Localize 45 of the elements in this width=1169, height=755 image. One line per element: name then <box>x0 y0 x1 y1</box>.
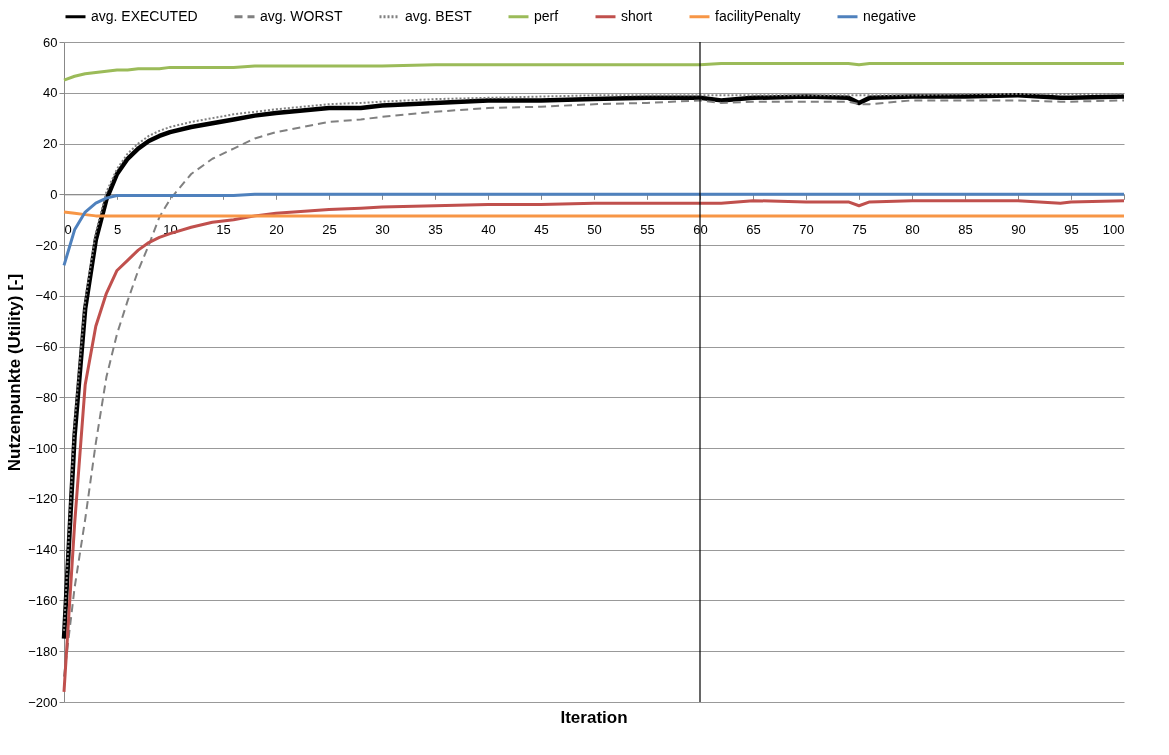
x-tick-label: 30 <box>375 221 390 237</box>
x-tick-label: 70 <box>799 221 814 237</box>
x-tick-label: 100 <box>1102 221 1125 237</box>
x-axis-title: Iteration <box>560 708 628 727</box>
y-tick-label: −200 <box>28 694 58 710</box>
line-series <box>62 62 1126 82</box>
y-tick-label: 60 <box>43 34 58 50</box>
y-tick-label: 40 <box>43 85 58 101</box>
x-tick-label: 85 <box>958 221 973 237</box>
x-tick-label: 45 <box>534 221 549 237</box>
legend-label: perf <box>534 7 559 24</box>
y-tick-label: 0 <box>50 186 58 202</box>
x-tick-label: 15 <box>216 221 231 237</box>
y-tick-label: −180 <box>28 643 58 659</box>
x-tick-label: 35 <box>428 221 443 237</box>
y-tick-label: −100 <box>28 440 58 456</box>
legend-label: facilityPenalty <box>715 7 801 24</box>
legend-label: avg. BEST <box>405 7 473 24</box>
y-tick-label: −40 <box>35 288 58 304</box>
x-tick-label: 20 <box>269 221 284 237</box>
x-tick-label: 90 <box>1011 221 1026 237</box>
legend-label: short <box>621 7 653 24</box>
x-tick-label: 65 <box>746 221 761 237</box>
line-series <box>62 192 1126 267</box>
x-tick-label: 95 <box>1064 221 1079 237</box>
x-tick-label: 25 <box>322 221 337 237</box>
y-tick-label: −140 <box>28 542 58 558</box>
x-tick-label: 5 <box>113 221 122 237</box>
legend-label: negative <box>863 7 917 24</box>
x-tick-label: 80 <box>905 221 920 237</box>
legend-label: avg. EXECUTED <box>91 7 198 24</box>
y-tick-label: −160 <box>28 592 58 608</box>
x-tick-label: 0 <box>64 221 72 237</box>
x-tick-label: 40 <box>481 221 496 237</box>
y-tick-label: 20 <box>43 136 58 152</box>
y-tick-label: −80 <box>35 389 58 405</box>
x-tick-label: 55 <box>640 221 655 237</box>
y-tick-label: −120 <box>28 491 58 507</box>
y-axis-title: Nutzenpunkte (Utility) [-] <box>5 273 25 472</box>
x-tick-label: 75 <box>852 221 867 237</box>
x-tick-label: 50 <box>587 221 602 237</box>
y-tick-label: −20 <box>35 237 58 253</box>
legend-label: avg. WORST <box>260 7 343 24</box>
line-series <box>62 199 1126 694</box>
y-tick-label: −60 <box>35 339 58 355</box>
